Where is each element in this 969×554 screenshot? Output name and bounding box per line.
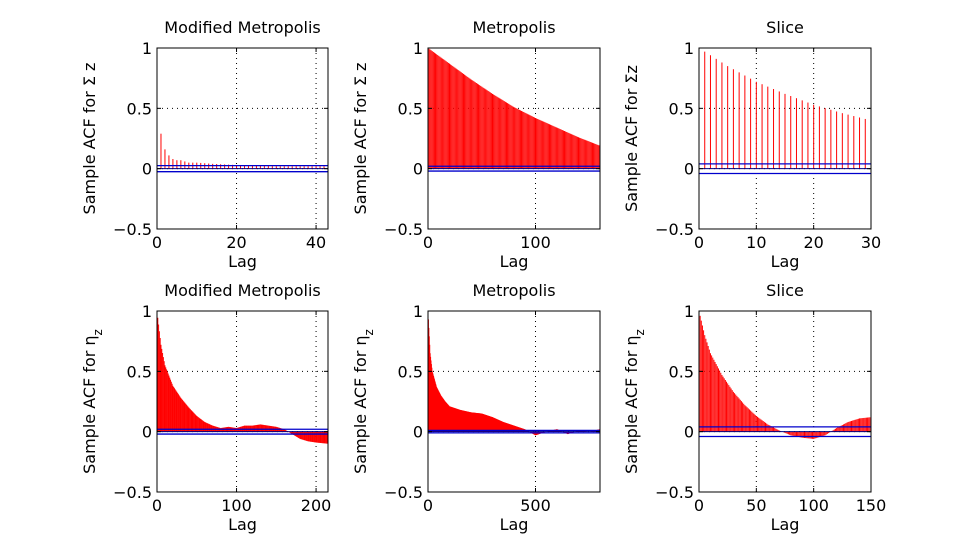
y-tick-label: 0 <box>413 160 423 179</box>
y-axis-label-subscript: z <box>633 329 647 335</box>
x-axis-label: Lag <box>228 252 257 271</box>
y-tick-label: 1 <box>142 302 152 321</box>
axes-box <box>156 310 329 493</box>
acf-stems <box>427 311 601 436</box>
y-axis-label: Sample ACF for ηz <box>622 329 647 474</box>
x-tick-label: 10 <box>746 233 766 252</box>
y-axis-label-subscript: z <box>362 329 376 335</box>
y-tick-label: 0 <box>142 423 152 442</box>
x-tick-label: 0 <box>152 233 162 252</box>
x-tick-label: 20 <box>803 233 823 252</box>
y-tick-label: 0 <box>413 423 423 442</box>
chart-title: Modified Metropolis <box>164 18 320 37</box>
y-tick-label: 0.5 <box>669 362 694 381</box>
x-tick-label: 0 <box>423 233 433 252</box>
chart-title: Modified Metropolis <box>164 281 320 300</box>
y-tick-label: 1 <box>413 302 423 321</box>
y-tick-label: 0.5 <box>127 99 152 118</box>
acf-stems <box>698 311 872 439</box>
y-tick-label: 0.5 <box>398 362 423 381</box>
y-tick-label: 1 <box>684 302 694 321</box>
x-tick-label: 40 <box>306 233 326 252</box>
y-axis-label: Sample ACF for ηz <box>351 329 376 474</box>
x-tick-label: 0 <box>694 233 704 252</box>
x-axis-label: Lag <box>771 515 800 534</box>
chart-title: Slice <box>766 18 804 37</box>
x-tick-label: 100 <box>798 496 829 515</box>
y-tick-label: 0 <box>684 423 694 442</box>
y-tick-label: 0.5 <box>669 99 694 118</box>
y-axis-label: Sample ACF for ηz <box>80 329 105 474</box>
x-tick-label: 0 <box>694 496 704 515</box>
y-tick-label: 0 <box>684 160 694 179</box>
x-tick-label: 30 <box>861 233 881 252</box>
x-tick-label: 150 <box>856 496 887 515</box>
y-tick-label: 1 <box>413 39 423 58</box>
x-tick-label: 0 <box>423 496 433 515</box>
x-axis-label: Lag <box>500 515 529 534</box>
x-tick-label: 500 <box>520 496 551 515</box>
axes-box <box>698 47 872 230</box>
axes-box <box>698 310 872 493</box>
y-tick-label: 0.5 <box>127 362 152 381</box>
y-axis-label-subscript: z <box>91 329 105 335</box>
axes-box <box>427 310 601 493</box>
chart-title: Metropolis <box>472 18 555 37</box>
y-tick-label: 0.5 <box>398 99 423 118</box>
y-axis-label: Sample ACF for Σz <box>622 65 641 212</box>
y-tick-label: −0.5 <box>384 483 423 502</box>
y-tick-label: −0.5 <box>384 220 423 239</box>
x-axis-label: Lag <box>500 252 529 271</box>
axes-box <box>156 47 329 230</box>
y-tick-label: 1 <box>142 39 152 58</box>
axes-box <box>427 47 601 230</box>
x-axis-label: Lag <box>771 252 800 271</box>
x-tick-label: 0 <box>152 496 162 515</box>
x-tick-label: 200 <box>301 496 332 515</box>
chart-title: Metropolis <box>472 281 555 300</box>
x-tick-label: 50 <box>746 496 766 515</box>
x-tick-label: 100 <box>520 233 551 252</box>
acf-stems <box>427 48 601 169</box>
y-tick-label: −0.5 <box>655 483 694 502</box>
acf-stems <box>156 311 329 444</box>
y-axis-label: Sample ACF for Σ z <box>80 63 99 215</box>
y-tick-label: −0.5 <box>113 483 152 502</box>
y-tick-label: −0.5 <box>655 220 694 239</box>
y-tick-label: 0 <box>142 160 152 179</box>
chart-title: Slice <box>766 281 804 300</box>
x-tick-label: 20 <box>226 233 246 252</box>
x-tick-label: 100 <box>221 496 252 515</box>
y-axis-label: Sample ACF for Σ z <box>351 63 370 215</box>
y-tick-label: −0.5 <box>113 220 152 239</box>
y-tick-label: 1 <box>684 39 694 58</box>
x-axis-label: Lag <box>228 515 257 534</box>
